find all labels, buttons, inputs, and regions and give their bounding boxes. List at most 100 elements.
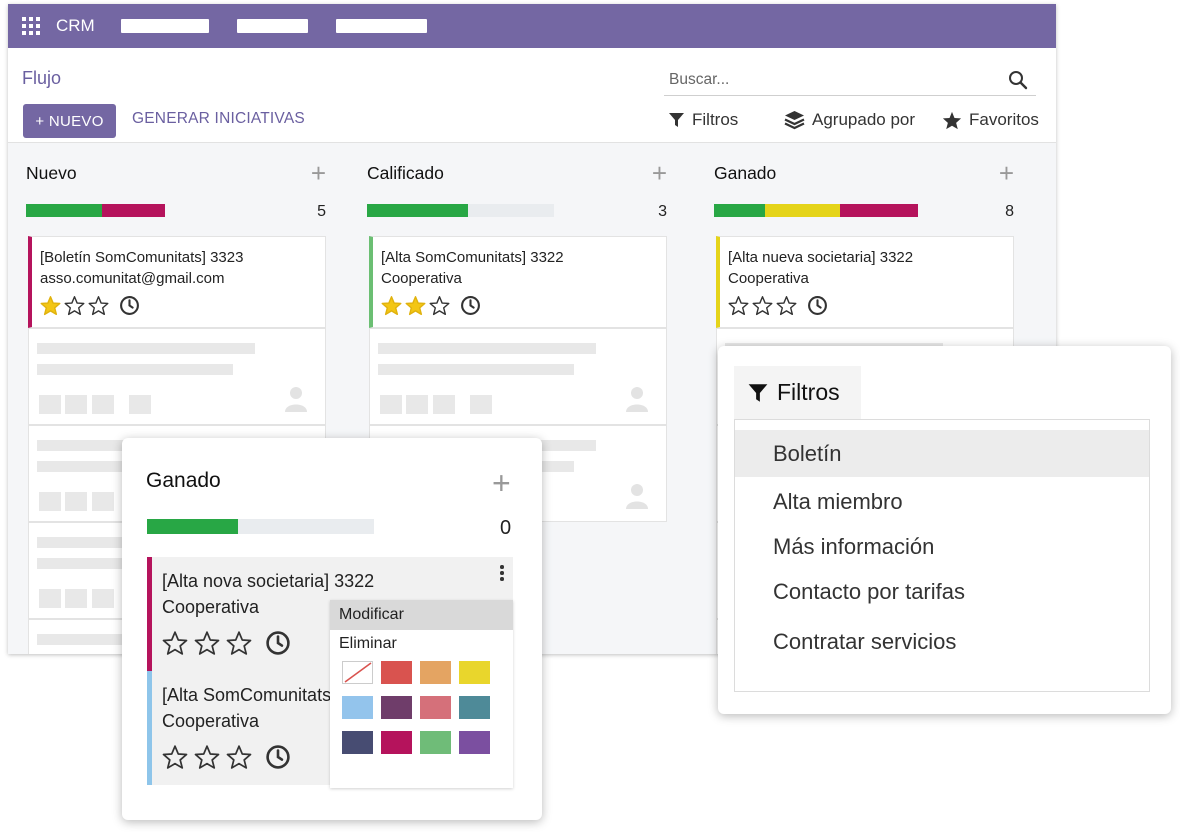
star-filled-icon[interactable] bbox=[405, 295, 426, 316]
card-dropdown-menu: Modificar Eliminar bbox=[330, 600, 513, 788]
clock-icon[interactable] bbox=[265, 630, 291, 656]
color-swatch[interactable] bbox=[420, 731, 451, 754]
card-subtitle: Cooperativa bbox=[162, 711, 260, 731]
placeholder-square bbox=[65, 589, 87, 608]
clock-icon[interactable] bbox=[460, 295, 481, 316]
card-name: [Alta nova societaria] 3322 bbox=[162, 571, 375, 591]
menu-item-placeholder[interactable] bbox=[335, 19, 427, 33]
column-progress-bar[interactable] bbox=[26, 204, 165, 217]
star-empty-icon[interactable] bbox=[88, 295, 109, 316]
star-empty-icon[interactable] bbox=[162, 744, 188, 770]
card-menu-kebab-icon[interactable] bbox=[492, 558, 512, 588]
color-swatch[interactable] bbox=[420, 661, 451, 684]
avatar-placeholder-icon bbox=[285, 387, 307, 412]
new-button[interactable]: + NUEVO bbox=[23, 104, 116, 138]
column-progress-bar[interactable] bbox=[367, 204, 554, 217]
clock-icon[interactable] bbox=[807, 295, 828, 316]
progress-segment[interactable] bbox=[714, 204, 765, 217]
search-icon[interactable] bbox=[1008, 70, 1028, 90]
edit-menu-item[interactable]: Modificar bbox=[330, 600, 513, 630]
color-swatch[interactable] bbox=[381, 696, 412, 719]
color-swatch[interactable] bbox=[420, 696, 451, 719]
top-navbar: CRM bbox=[8, 4, 1056, 48]
clock-icon[interactable] bbox=[119, 295, 140, 316]
filters-popup: Filtros Boletín Alta miembro Más informaci… bbox=[718, 346, 1171, 714]
avatar-placeholder-icon bbox=[626, 387, 648, 412]
card-title: [Alta SomComunitats] 3322 Cooperativa bbox=[381, 247, 564, 289]
star-empty-icon[interactable] bbox=[226, 744, 252, 770]
filter-option[interactable]: Boletín bbox=[735, 430, 1149, 477]
color-swatch[interactable] bbox=[459, 661, 490, 684]
quick-create-plus-icon[interactable]: + bbox=[651, 158, 667, 188]
column-title: Ganado bbox=[146, 469, 221, 492]
placeholder-square bbox=[65, 492, 87, 511]
star-empty-icon[interactable] bbox=[162, 630, 188, 656]
filter-option[interactable]: Contacto por tarifas bbox=[773, 579, 965, 604]
filters-label: Filtros bbox=[692, 110, 739, 129]
placeholder-square bbox=[380, 395, 402, 414]
column-progress-bar[interactable] bbox=[714, 204, 918, 217]
menu-item-placeholder[interactable] bbox=[120, 19, 209, 33]
filter-option[interactable]: Más información bbox=[773, 534, 935, 559]
kanban-card[interactable]: [Boletín SomComunitats] 3323 asso.comuni… bbox=[28, 236, 326, 328]
quick-create-plus-icon[interactable]: + bbox=[998, 158, 1014, 188]
star-empty-icon[interactable] bbox=[429, 295, 450, 316]
group-by-toggle[interactable]: Agrupado por bbox=[784, 110, 915, 130]
progress-segment[interactable] bbox=[26, 204, 102, 217]
priority-stars bbox=[162, 630, 297, 656]
star-empty-icon[interactable] bbox=[728, 295, 749, 316]
card-name: [Alta nueva societaria] 3322 bbox=[728, 249, 914, 266]
app-name[interactable]: CRM bbox=[56, 16, 95, 35]
generate-leads-button[interactable]: GENERAR INICIATIVAS bbox=[132, 110, 305, 127]
column-title[interactable]: Ganado bbox=[714, 163, 777, 183]
star-empty-icon[interactable] bbox=[194, 630, 220, 656]
filter-option[interactable]: Contratar servicios bbox=[773, 629, 957, 654]
color-swatch-none[interactable] bbox=[342, 661, 373, 684]
placeholder-square bbox=[39, 395, 61, 414]
favorites-label: Favoritos bbox=[969, 110, 1039, 129]
column-progress-bar[interactable] bbox=[147, 519, 374, 534]
filters-tab-label: Filtros bbox=[777, 379, 840, 405]
color-swatch[interactable] bbox=[381, 661, 412, 684]
placeholder-square bbox=[39, 492, 61, 511]
progress-segment[interactable] bbox=[367, 204, 468, 217]
placeholder-square bbox=[470, 395, 492, 414]
star-filled-icon[interactable] bbox=[381, 295, 402, 316]
progress-segment[interactable] bbox=[765, 204, 840, 217]
color-swatch[interactable] bbox=[342, 696, 373, 719]
column-title[interactable]: Calificado bbox=[367, 163, 444, 183]
star-empty-icon[interactable] bbox=[194, 744, 220, 770]
menu-item-placeholder[interactable] bbox=[236, 19, 308, 33]
quick-create-plus-icon[interactable]: + bbox=[310, 158, 326, 188]
placeholder-line bbox=[378, 364, 574, 375]
kanban-card[interactable]: [Alta SomComunitats] 3322 Cooperativa bbox=[369, 236, 667, 328]
apps-grid-icon[interactable] bbox=[22, 17, 40, 35]
star-empty-icon[interactable] bbox=[64, 295, 85, 316]
star-filled-icon[interactable] bbox=[40, 295, 61, 316]
filter-funnel-icon bbox=[669, 113, 684, 127]
star-empty-icon[interactable] bbox=[752, 295, 773, 316]
color-swatch[interactable] bbox=[342, 731, 373, 754]
progress-segment[interactable] bbox=[102, 204, 165, 217]
placeholder-square bbox=[92, 492, 114, 511]
column-title[interactable]: Nuevo bbox=[26, 163, 77, 183]
search-input[interactable] bbox=[664, 66, 994, 94]
filter-option[interactable]: Alta miembro bbox=[773, 489, 903, 514]
star-empty-icon[interactable] bbox=[776, 295, 797, 316]
kanban-card[interactable]: [Alta nueva societaria] 3322 Cooperativa bbox=[716, 236, 1014, 328]
progress-segment[interactable] bbox=[840, 204, 918, 217]
priority-stars bbox=[162, 744, 297, 770]
quick-create-plus-icon[interactable]: + bbox=[492, 465, 511, 501]
clock-icon[interactable] bbox=[265, 744, 291, 770]
breadcrumb[interactable]: Flujo bbox=[22, 68, 62, 88]
favorites-toggle[interactable]: Favoritos bbox=[942, 110, 1039, 130]
filters-toggle[interactable]: Filtros bbox=[668, 110, 738, 130]
color-swatch[interactable] bbox=[459, 696, 490, 719]
star-empty-icon[interactable] bbox=[226, 630, 252, 656]
filters-tab[interactable]: Filtros bbox=[734, 366, 861, 419]
color-swatch[interactable] bbox=[459, 731, 490, 754]
color-swatch[interactable] bbox=[381, 731, 412, 754]
delete-menu-item[interactable]: Eliminar bbox=[339, 635, 397, 652]
card-title: [Alta nova societaria] 3322 Cooperativa bbox=[162, 568, 374, 620]
column-count: 0 bbox=[500, 517, 512, 539]
